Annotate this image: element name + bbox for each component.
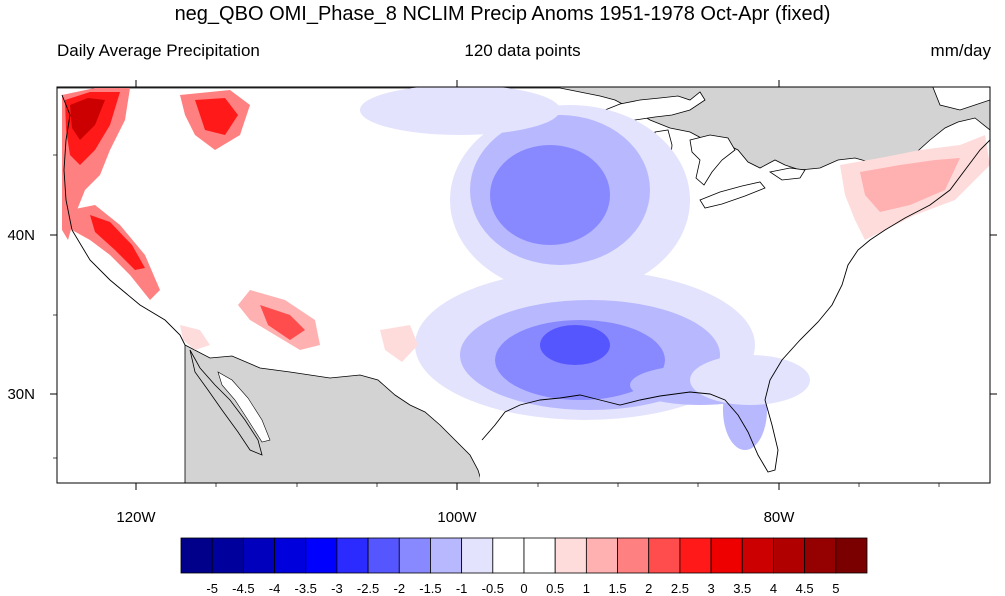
colorbar-label: 0 bbox=[520, 581, 527, 596]
negative-anomalies bbox=[360, 87, 810, 450]
lon-tick-label-100w: 100W bbox=[437, 509, 477, 526]
colorbar-swatch bbox=[461, 537, 494, 574]
colorbar-label: 3 bbox=[707, 581, 714, 596]
chart-title: neg_QBO OMI_Phase_8 NCLIM Precip Anoms 1… bbox=[174, 3, 831, 25]
subtitle-left: Daily Average Precipitation bbox=[57, 41, 260, 60]
colorbar-label: 4 bbox=[770, 581, 777, 596]
colorbar-label: -3.5 bbox=[295, 581, 317, 596]
colorbar-swatch bbox=[617, 537, 650, 574]
colorbar-swatch bbox=[835, 537, 868, 574]
positive-anomalies bbox=[62, 88, 990, 362]
map-area bbox=[57, 87, 990, 483]
colorbar-swatch bbox=[305, 537, 338, 574]
baja-california bbox=[189, 349, 263, 456]
atlantic-ocean bbox=[765, 160, 990, 483]
colorbar: -5 -4.5 -4 -3.5 -3 -2.5 -2 -1.5 -1 -0.5 0 0.5 1 1.5 2 2… bbox=[180, 537, 868, 596]
axis-ticks bbox=[50, 80, 997, 490]
colorbar-label: 4.5 bbox=[796, 581, 814, 596]
colorbar-swatch bbox=[492, 537, 525, 574]
lake-erie bbox=[699, 181, 766, 209]
colorbar-swatch bbox=[523, 537, 556, 574]
colorbar-label: 2 bbox=[645, 581, 652, 596]
map-frame bbox=[56, 86, 991, 484]
colorbar-label: -0.5 bbox=[482, 581, 504, 596]
lake-ontario bbox=[768, 167, 806, 181]
colorbar-label: 1 bbox=[583, 581, 590, 596]
colorbar-label: -2.5 bbox=[357, 581, 379, 596]
colorbar-swatch bbox=[430, 537, 463, 574]
colorbar-label: -5 bbox=[206, 581, 218, 596]
colorbar-swatch bbox=[741, 537, 774, 574]
colorbar-label: -1 bbox=[456, 581, 468, 596]
colorbar-swatch bbox=[211, 537, 244, 574]
colorbar-swatch bbox=[648, 537, 681, 574]
colorbar-swatch bbox=[710, 537, 743, 574]
colorbar-swatch bbox=[336, 537, 369, 574]
colorbar-label: -1.5 bbox=[419, 581, 441, 596]
colorbar-label: 5 bbox=[832, 581, 839, 596]
colorbar-swatch bbox=[554, 537, 587, 574]
lake-huron bbox=[689, 134, 736, 186]
bahamas-cuba-hint bbox=[932, 87, 990, 111]
colorbar-swatch bbox=[367, 537, 400, 574]
colorbar-label: 2.5 bbox=[671, 581, 689, 596]
colorbar-label: 3.5 bbox=[733, 581, 751, 596]
colorbar-swatch bbox=[398, 537, 431, 574]
subtitle-center: 120 data points bbox=[464, 41, 581, 60]
subtitle-right-units: mm/day bbox=[930, 41, 991, 60]
colorbar-label: 1.5 bbox=[609, 581, 627, 596]
colorbar-label: -2 bbox=[393, 581, 405, 596]
colorbar-label: -4 bbox=[269, 581, 281, 596]
lat-tick-label-30n: 30N bbox=[7, 386, 35, 403]
gulf-of-california bbox=[217, 371, 271, 443]
colorbar-label: -3 bbox=[331, 581, 343, 596]
colorbar-label: -4.5 bbox=[232, 581, 254, 596]
colorbar-swatch bbox=[585, 537, 618, 574]
colorbar-swatch bbox=[274, 537, 307, 574]
us-coastline bbox=[61, 94, 990, 473]
minor-ticks bbox=[53, 154, 940, 487]
colorbar-swatch bbox=[180, 537, 213, 574]
colorbar-swatch bbox=[679, 537, 712, 574]
lat-tick-label-40n: 40N bbox=[7, 227, 35, 244]
colorbar-swatch bbox=[773, 537, 806, 574]
lon-tick-label-120w: 120W bbox=[116, 509, 156, 526]
colorbar-swatch bbox=[804, 537, 837, 574]
colorbar-label: 0.5 bbox=[546, 581, 564, 596]
lake-superior bbox=[599, 91, 706, 123]
lon-tick-label-80w: 80W bbox=[764, 509, 796, 526]
colorbar-swatch bbox=[242, 537, 275, 574]
